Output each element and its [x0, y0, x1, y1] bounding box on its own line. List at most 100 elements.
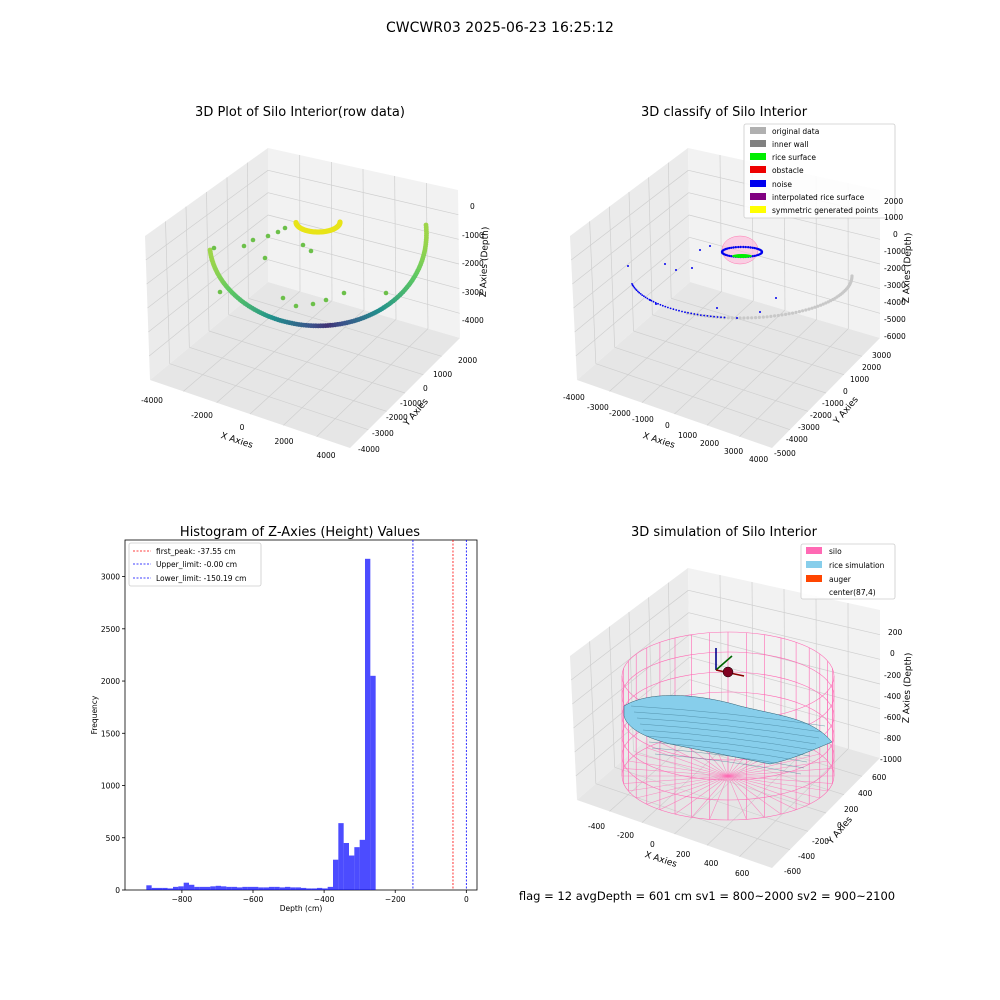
- plot1-ztick-3: -3000: [462, 288, 484, 297]
- plot2-ytick-2: 1000: [850, 375, 869, 384]
- plot2-noise-point: [631, 283, 633, 285]
- plot1-raw-point: [280, 295, 286, 301]
- plot2-noise-point: [641, 294, 644, 296]
- silo-floor-spoke: [709, 775, 729, 820]
- histogram-bar: [290, 887, 296, 890]
- plot2-legend-swatch-obstacle: [750, 166, 766, 173]
- plot2-noise-point: [709, 315, 712, 318]
- histogram-title: Histogram of Z-Axies (Height) Values: [180, 525, 420, 540]
- histogram-bar: [205, 886, 211, 890]
- plot4-ztick-1: 0: [890, 649, 895, 658]
- plot4-legend-label-center: center(87,4): [829, 588, 876, 597]
- silo-floor-spoke: [674, 775, 729, 815]
- plot2-xtick-0: -4000: [563, 393, 585, 402]
- plot2-original-point: [794, 310, 798, 314]
- plot2-noise-point: [734, 246, 737, 249]
- histogram-bar: [162, 887, 168, 890]
- plot2-3d-classify: 3D classify of Silo Interior original da…: [563, 105, 914, 464]
- plot4-legend-swatch-auger: [806, 575, 822, 582]
- plot4-xtick-1: -200: [617, 831, 634, 840]
- plot2-noise-point: [760, 250, 763, 253]
- histogram-bar: [242, 886, 248, 890]
- plot2-noise-point: [684, 311, 686, 314]
- figure-title: CWCWR03 2025-06-23 16:25:12: [386, 20, 614, 36]
- silo-floor-spoke: [623, 775, 729, 784]
- histogram-bar: [333, 859, 339, 890]
- plot2-xtick-2: -2000: [609, 409, 631, 418]
- histogram-bar: [327, 886, 333, 890]
- plot2-noise-point: [742, 245, 745, 249]
- histogram-bar: [226, 886, 232, 890]
- histogram-bar: [215, 885, 221, 890]
- plot2-legend-swatch-original-data: [750, 127, 766, 134]
- plot2-xtick-1: -3000: [587, 403, 609, 412]
- plot4-legend-swatch-rice-simulation: [806, 561, 822, 568]
- histogram-bar: [285, 886, 291, 890]
- plot2-noise-point: [739, 245, 742, 249]
- plot1-xtick-0: -4000: [141, 396, 163, 405]
- plot2-noise-point: [730, 246, 733, 249]
- plot4-ztick-3: -400: [884, 692, 901, 701]
- plot2-noise-point: [687, 311, 689, 314]
- plot2-legend-swatch-rice-surface: [750, 153, 766, 160]
- plot2-rice-surface: [732, 254, 752, 258]
- silo-floor-spoke: [659, 775, 729, 810]
- plot4-ytick-1: 400: [858, 789, 873, 798]
- plot2-noise-point: [639, 293, 642, 295]
- plot2-legend-label-noise: noise: [772, 180, 792, 189]
- rice-simulation-surface: [623, 695, 833, 765]
- histogram-bar: [274, 886, 280, 890]
- plot4-legend-swatch-silo: [806, 547, 822, 554]
- plot1-xtick-2: 0: [240, 423, 245, 432]
- histogram-bar: [301, 887, 307, 890]
- plot2-legend-swatch-interpolated-rice-surface: [750, 193, 766, 200]
- plot2-legend-label-obstacle: obstacle: [772, 166, 804, 175]
- histogram-bar: [231, 886, 237, 890]
- plot2-legend-swatch-inner-wall: [750, 140, 766, 147]
- histogram-ylabel: Frequency: [90, 695, 99, 734]
- plot2-legend-swatch-symmetric-generated-points: [750, 206, 766, 213]
- plot2-original-point: [819, 303, 823, 307]
- plot1-raw-point: [217, 289, 223, 295]
- plot2-noise-point: [721, 251, 723, 253]
- plot1-zlabel: Z Axies (Depth): [479, 227, 491, 298]
- plot2-original-point: [810, 306, 814, 310]
- plot2-noise-point: [703, 314, 705, 317]
- histogram-bar: [221, 886, 227, 890]
- plot2-ztick-0: 2000: [884, 197, 903, 206]
- plot2-original-point: [730, 316, 734, 320]
- plot2-noise-point: [681, 310, 683, 313]
- histogram-bar: [263, 887, 269, 890]
- plot2-interpolated-surface: [721, 235, 759, 265]
- histogram-bar: [365, 558, 371, 890]
- plot2-noise-point: [657, 302, 659, 305]
- plot1-ytick-3: -1000: [400, 399, 422, 408]
- silo-floor-spoke: [691, 775, 729, 818]
- plot4-ytick-4: -200: [812, 837, 829, 846]
- plot2-pane-left: [570, 148, 690, 380]
- plot2-ztick-2: 0: [893, 230, 898, 239]
- plot2-noise-point: [635, 289, 638, 292]
- rice-surface-mesh: [636, 717, 820, 739]
- plot2-noise-point: [675, 309, 678, 311]
- plot2-noise-point: [726, 247, 729, 250]
- plot2-noise-point: [716, 316, 719, 318]
- plot2-ytick-8: -5000: [774, 449, 796, 458]
- plot4-ytick-2: 200: [844, 805, 859, 814]
- plot4-ztick-0: 200: [888, 628, 903, 637]
- plot2-original-point: [816, 304, 820, 308]
- plot1-raw-point: [241, 243, 247, 249]
- histogram-bar: [354, 847, 360, 890]
- plot2-noise-point: [655, 303, 657, 305]
- plot4-xtick-2: 0: [650, 840, 655, 849]
- histogram-bar: [258, 887, 264, 890]
- plot4-3d-simulation: 3D simulation of Silo Interior silo rice…: [570, 525, 914, 878]
- histogram-xtick-label: −800: [172, 895, 193, 904]
- plot2-noise-point: [678, 309, 680, 312]
- plot2-original-point: [757, 315, 762, 319]
- plot2-noise-point: [753, 246, 756, 250]
- plot2-original-point: [791, 311, 795, 315]
- plot4-ztick-5: -800: [884, 734, 901, 743]
- plot4-ytick-5: -400: [798, 852, 815, 861]
